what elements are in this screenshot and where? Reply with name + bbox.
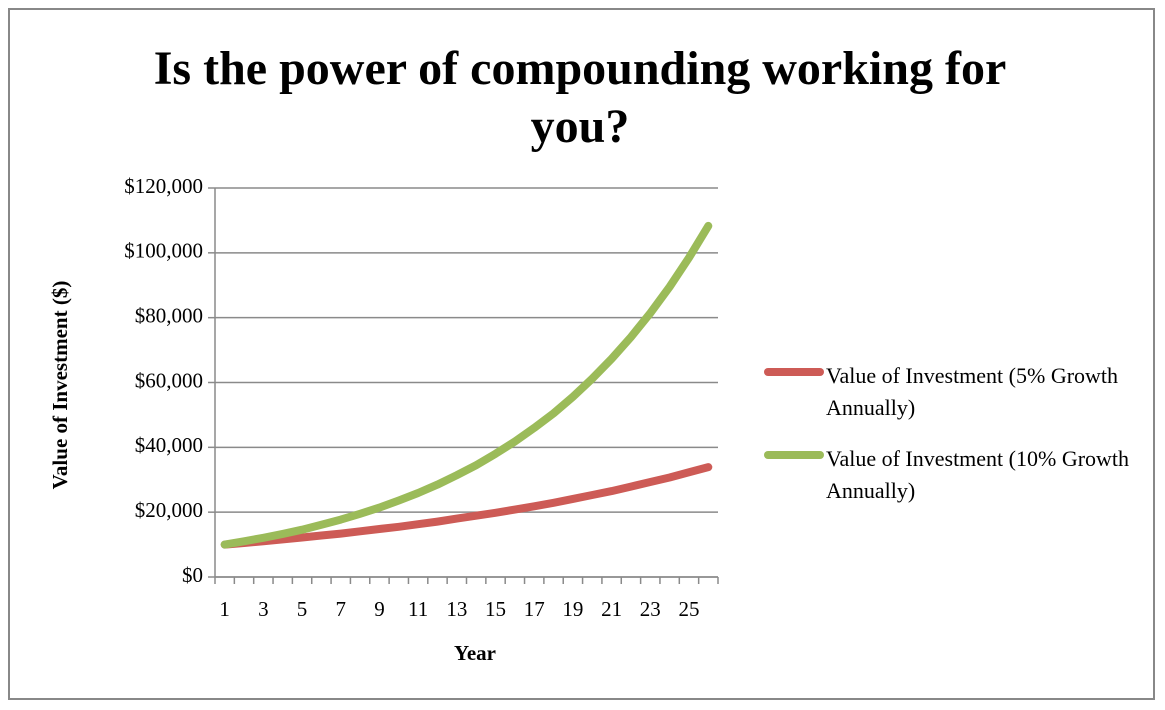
- y-tick-label: $0: [182, 563, 203, 587]
- x-tick-label: 13: [446, 597, 467, 621]
- x-tick-label: 3: [258, 597, 269, 621]
- x-tick-label: 9: [374, 597, 385, 621]
- y-tick-label: $120,000: [124, 174, 203, 198]
- y-tick-label: $20,000: [135, 498, 203, 522]
- x-tick-label: 15: [485, 597, 506, 621]
- x-tick-label: 1: [219, 597, 230, 621]
- chart-frame: [8, 8, 1155, 700]
- x-tick-label: 21: [601, 597, 622, 621]
- x-tick-label: 7: [336, 597, 347, 621]
- x-tick-label: 25: [678, 597, 699, 621]
- y-axis-label: Value of Investment ($): [48, 281, 72, 490]
- x-tick-label: 5: [297, 597, 308, 621]
- y-tick-label: $60,000: [135, 368, 203, 392]
- y-tick-label: $100,000: [124, 239, 203, 263]
- x-axis-label: Year: [454, 641, 496, 665]
- y-tick-label: $80,000: [135, 303, 203, 327]
- x-tick-label: 17: [524, 597, 545, 621]
- legend-label: Value of Investment (5% Growth Annually): [826, 363, 1119, 420]
- x-tick-label: 23: [640, 597, 661, 621]
- chart-title: Is the power of compounding working for …: [153, 42, 1007, 153]
- series-line: [220, 221, 713, 549]
- x-tick-label: 19: [562, 597, 583, 621]
- x-tick-label: 11: [408, 597, 428, 621]
- series-line: [220, 463, 713, 549]
- y-tick-label: $40,000: [135, 433, 203, 457]
- legend-label: Value of Investment (10% Growth Annually…: [826, 446, 1130, 503]
